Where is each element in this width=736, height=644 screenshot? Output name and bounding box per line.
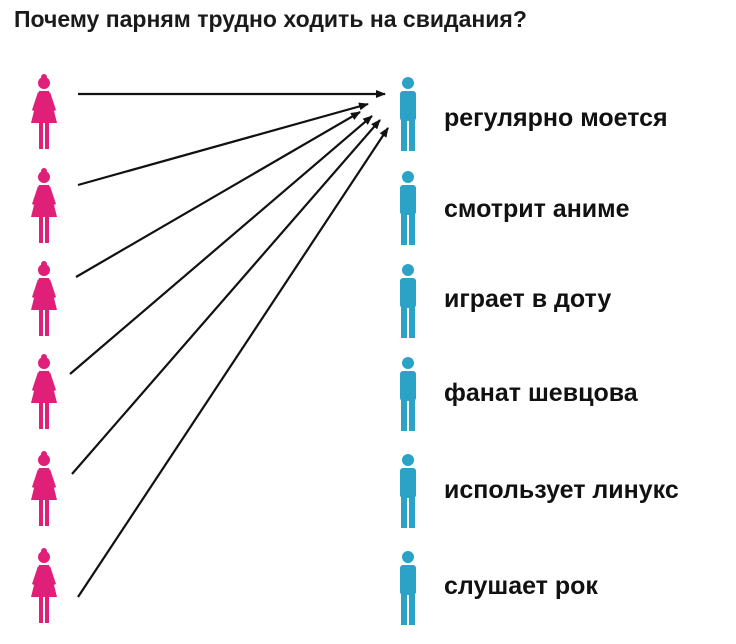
arrow [75,111,361,278]
man-icon [400,77,416,151]
man-label: смотрит аниме [444,195,630,223]
man-label: регулярно моется [444,104,668,132]
woman-icon [31,354,57,429]
woman-icon [31,74,57,149]
man-icon [400,171,416,245]
arrow [77,127,389,598]
man-icon [400,357,416,431]
man-label: слушает рок [444,572,598,600]
arrow [69,115,373,375]
woman-icon [31,168,57,243]
man-label: фанат шевцова [444,379,638,407]
man-label: играет в доту [444,285,612,313]
arrow [71,119,381,475]
woman-icon [31,548,57,623]
title: Почему парням трудно ходить на свидания? [14,6,527,32]
arrow [77,102,369,187]
man-icon [400,264,416,338]
man-icon [400,454,416,528]
woman-icon [31,451,57,526]
woman-icon [31,261,57,336]
man-label: использует линукс [444,476,679,504]
man-icon [400,551,416,625]
